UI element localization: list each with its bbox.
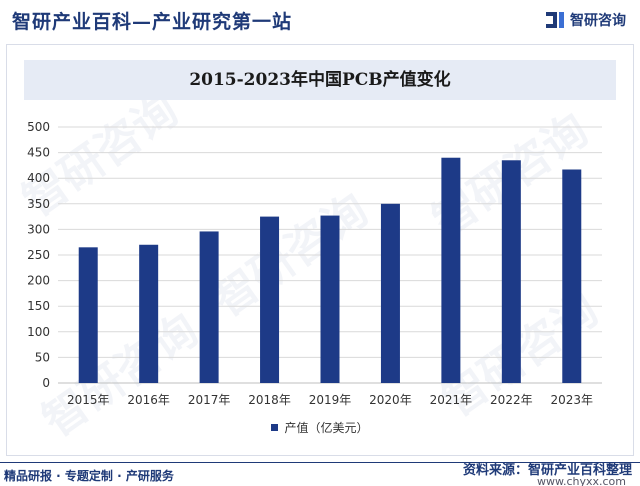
bar[interactable] — [380, 203, 400, 383]
site-title: 智研产业百科—产业研究第一站 — [12, 11, 293, 33]
y-tick-label: 200 — [27, 274, 50, 288]
y-tick-label: 350 — [27, 197, 50, 211]
chart-frame — [6, 44, 634, 456]
y-tick-label: 50 — [35, 350, 50, 364]
x-tick-label: 2020年 — [369, 393, 412, 407]
footer-divider — [0, 462, 640, 463]
x-tick-label: 2021年 — [430, 393, 473, 407]
data-source: 资料来源：智研产业百科整理 — [462, 463, 632, 478]
site-url[interactable]: www.chyxx.com — [536, 475, 626, 486]
x-tick-label: 2017年 — [188, 393, 231, 407]
y-tick-label: 100 — [27, 325, 50, 339]
x-tick-label: 2015年 — [67, 393, 110, 407]
x-tick-label: 2016年 — [127, 393, 170, 407]
x-tick-label: 2018年 — [248, 393, 291, 407]
bar[interactable] — [199, 231, 219, 383]
logo-text: 智研咨询 — [570, 13, 626, 29]
zhiyan-logo-icon — [546, 12, 564, 28]
chart-title: 2015-2023年中国PCB产值变化 — [189, 70, 451, 90]
bar[interactable] — [441, 157, 461, 383]
y-tick-label: 500 — [27, 120, 50, 134]
brand-logo[interactable]: 智研咨询 — [545, 10, 626, 30]
x-tick-label: 2019年 — [309, 393, 352, 407]
y-tick-label: 0 — [42, 376, 50, 390]
y-tick-label: 150 — [27, 299, 50, 313]
bar[interactable] — [320, 215, 340, 383]
footer-services: 精品研报 · 专题定制 · 产研服务 — [4, 469, 174, 483]
y-tick-label: 250 — [27, 248, 50, 262]
x-tick-label: 2023年 — [551, 393, 594, 407]
chart-title-band — [24, 60, 616, 100]
legend-swatch — [271, 424, 279, 431]
bar[interactable] — [78, 247, 98, 383]
y-tick-label: 450 — [27, 146, 50, 160]
bar[interactable] — [501, 160, 521, 383]
bar[interactable] — [260, 216, 280, 383]
x-tick-label: 2022年 — [490, 393, 533, 407]
legend-label: 产值（亿美元） — [284, 421, 369, 435]
bar[interactable] — [139, 244, 159, 383]
bar[interactable] — [562, 169, 582, 383]
y-tick-label: 300 — [27, 222, 50, 236]
legend: 产值（亿美元） — [0, 419, 640, 436]
header-bar: 智研产业百科—产业研究第一站 智研咨询 — [0, 0, 640, 40]
y-tick-label: 400 — [27, 171, 50, 185]
